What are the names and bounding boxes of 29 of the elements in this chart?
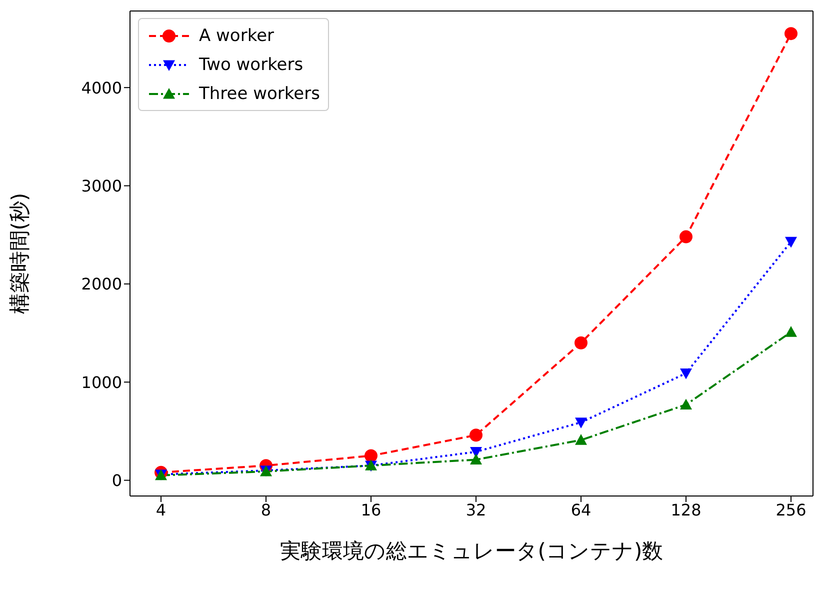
x-tick-label: 4 [156, 500, 166, 520]
y-tick-label: 2000 [81, 274, 122, 294]
point [364, 449, 378, 462]
legend-label: A worker [199, 26, 274, 46]
point [680, 230, 692, 244]
point [784, 27, 798, 40]
point [785, 236, 797, 248]
point [574, 336, 588, 350]
point [785, 326, 797, 337]
point [470, 428, 482, 442]
point [575, 418, 587, 428]
y-axis-title: 構築時間(秒) [7, 192, 32, 314]
point [680, 368, 692, 380]
x-tick-label: 16 [360, 500, 382, 520]
y-tick-label: 4000 [81, 78, 122, 98]
legend-label: Three workers [199, 84, 320, 104]
point [470, 454, 482, 464]
x-tick-label: 128 [670, 500, 702, 520]
point [680, 398, 692, 410]
x-tick-label: 8 [260, 500, 272, 520]
x-axis-title: 実験環境の総エミュレータ(コンテナ)数 [280, 539, 664, 563]
y-tick-label: 1000 [81, 372, 122, 392]
x-tick-label: 256 [776, 500, 806, 520]
x-tick-label: 64 [570, 500, 592, 520]
legend-label: Two workers [199, 54, 304, 74]
y-tick-label: 0 [112, 470, 122, 490]
x-tick-label: 32 [466, 500, 486, 520]
y-tick-label: 3000 [81, 176, 122, 196]
point [575, 434, 587, 445]
